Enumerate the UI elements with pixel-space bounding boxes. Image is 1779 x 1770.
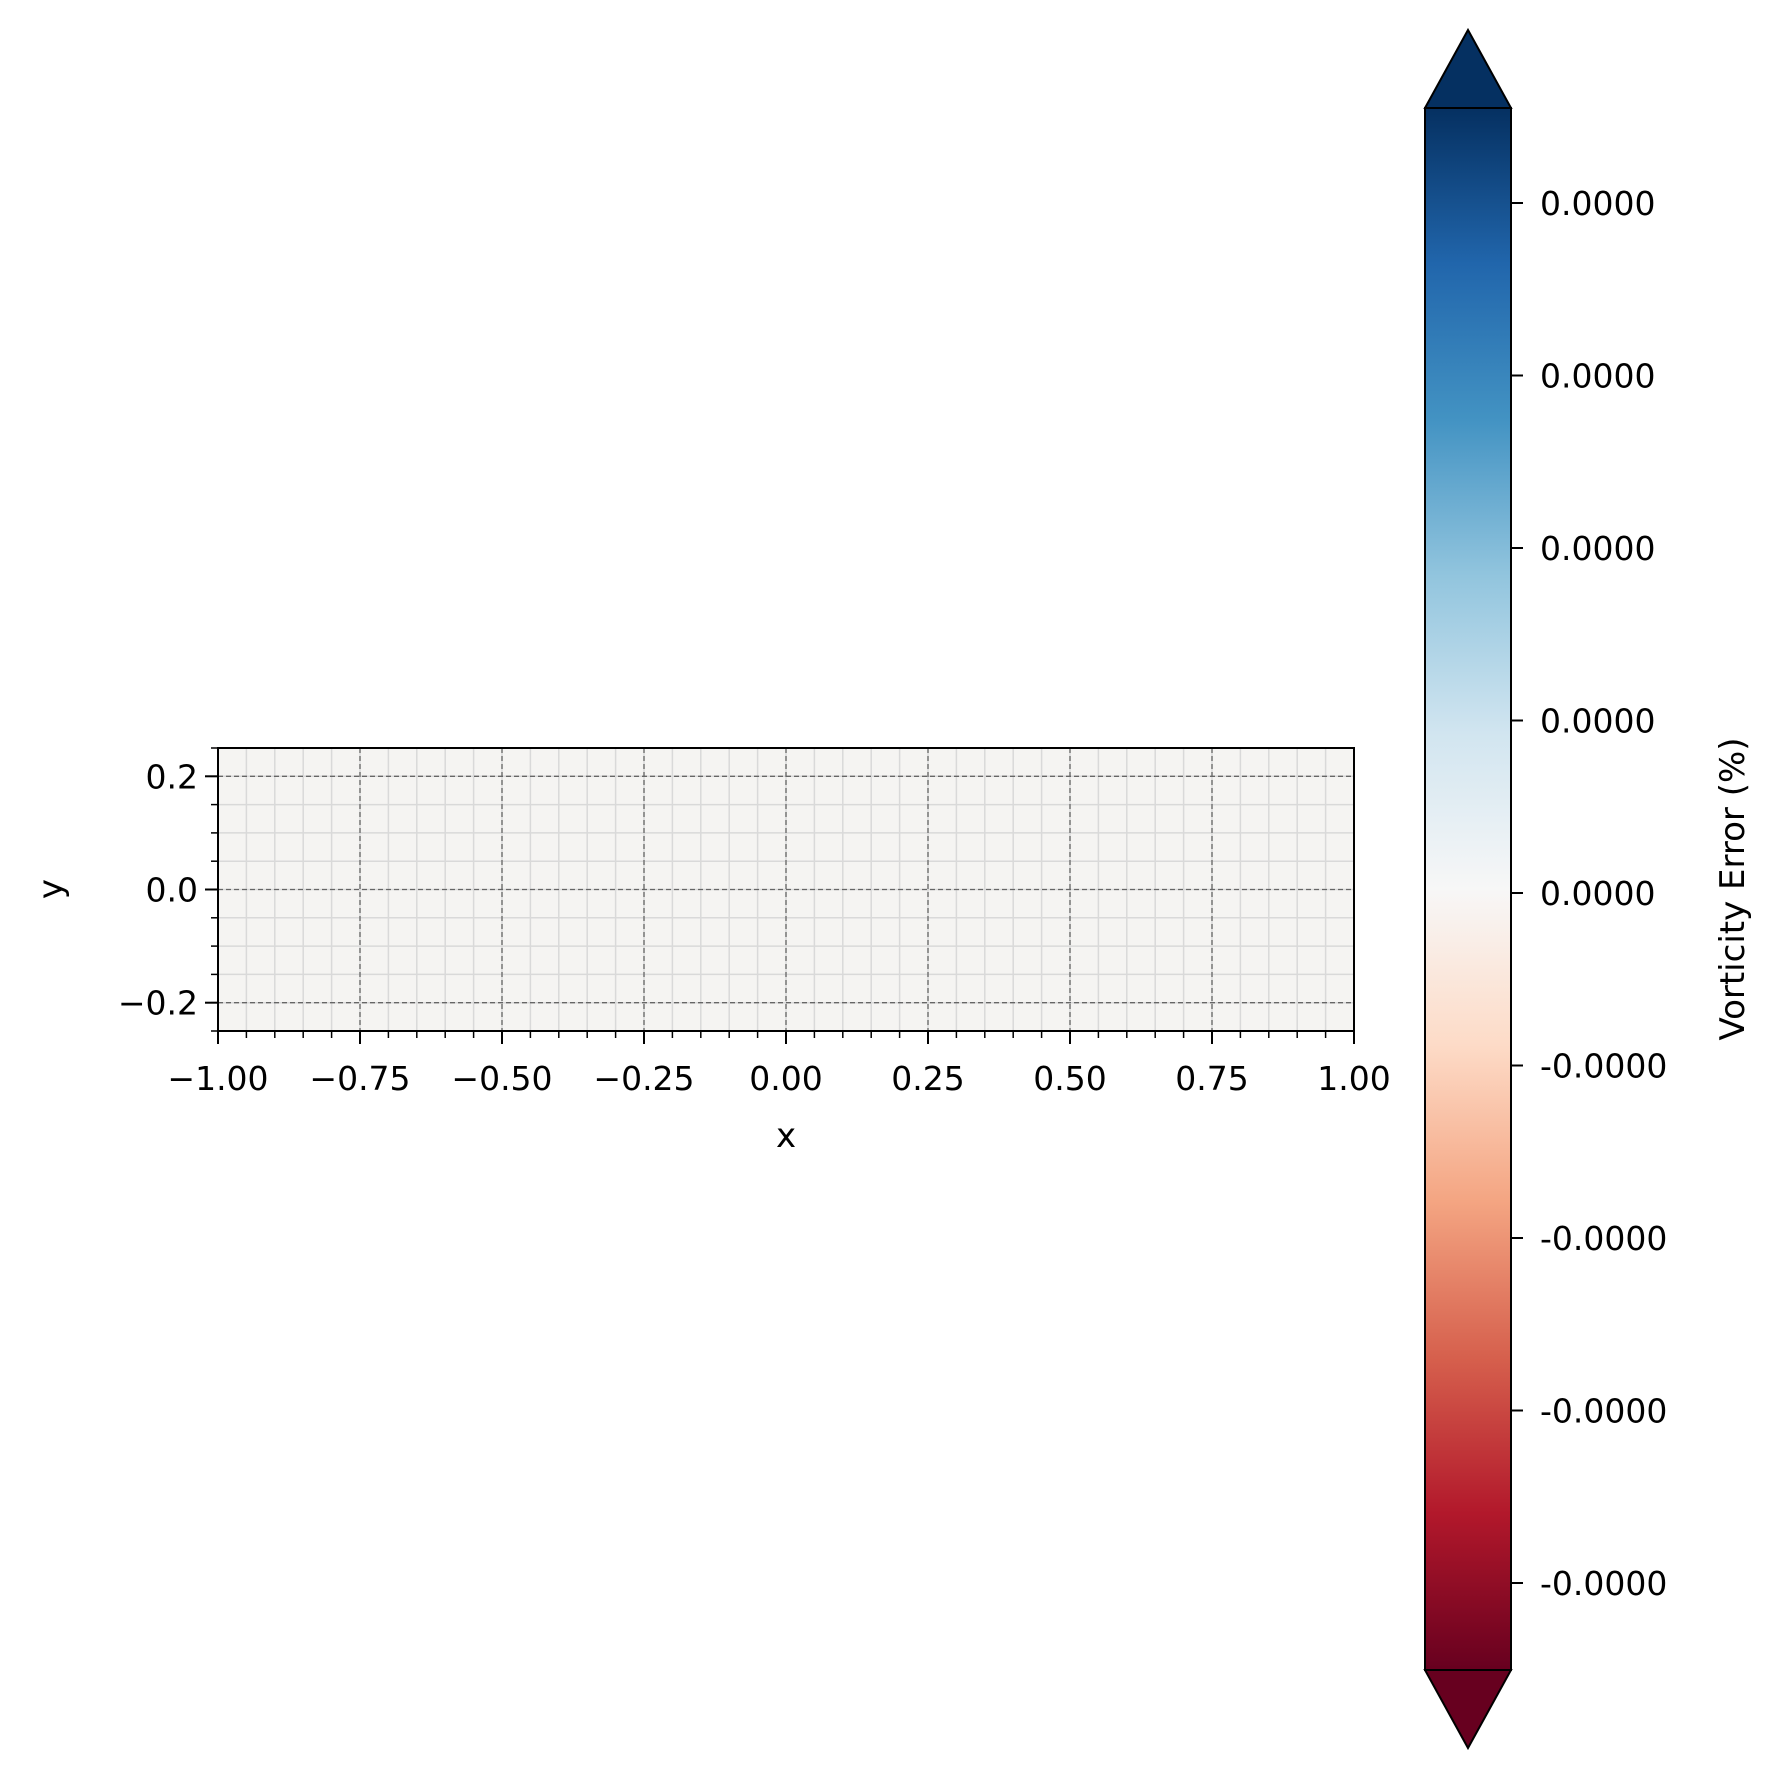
colorbar-tick-label: 0.0000 [1540,874,1655,913]
colorbar-extend-bottom [1423,1669,1513,1751]
colorbar-extend-top [1423,27,1513,109]
colorbar-tick-label: -0.0000 [1540,1047,1667,1086]
x-tick-label: 0.00 [749,1059,822,1098]
x-tick-label: 0.75 [1175,1059,1248,1098]
colorbar-tick-label: -0.0000 [1540,1392,1667,1431]
colorbar-tick-label: 0.0000 [1540,702,1655,741]
colorbar-tick-label: 0.0000 [1540,357,1655,396]
colorbar-tick-label: -0.0000 [1540,1564,1667,1603]
major-grid [217,748,1355,1031]
y-axis-ticks: 0.2 0.0 −0.2 [118,747,218,1032]
x-tick-label: −0.25 [593,1059,694,1098]
x-tick-label: 0.25 [891,1059,964,1098]
colorbar-title: Vorticity Error (%) [1713,737,1753,1040]
y-tick-label: 0.2 [146,757,198,796]
x-tick-label: −0.75 [309,1059,410,1098]
plot-area: −1.00 −0.75 −0.50 −0.25 0.00 0.25 0.50 0.75 1.00… [31,747,1391,1156]
x-tick-label: 0.50 [1033,1059,1106,1098]
colorbar: 0.0000 0.0000 0.0000 0.0000 0.0000 -0.0000 -0.… [1423,27,1753,1751]
y-tick-label: −0.2 [118,984,198,1023]
colorbar-ticks: 0.0000 0.0000 0.0000 0.0000 0.0000 -0.0000 -0.… [1511,184,1667,1603]
colorbar-tick-label: -0.0000 [1540,1219,1667,1258]
x-tick-label: −1.00 [167,1059,268,1098]
x-tick-label: 1.00 [1317,1059,1390,1098]
y-axis-title: y [31,879,71,899]
x-axis-title: x [776,1116,796,1156]
colorbar-tick-label: 0.0000 [1540,529,1655,568]
y-tick-label: 0.0 [146,871,198,910]
x-axis-ticks: −1.00 −0.75 −0.50 −0.25 0.00 0.25 0.50 0.75 1.00 [167,1031,1391,1098]
x-tick-label: −0.50 [451,1059,552,1098]
colorbar-gradient [1424,107,1512,1671]
colorbar-tick-label: 0.0000 [1540,184,1655,223]
